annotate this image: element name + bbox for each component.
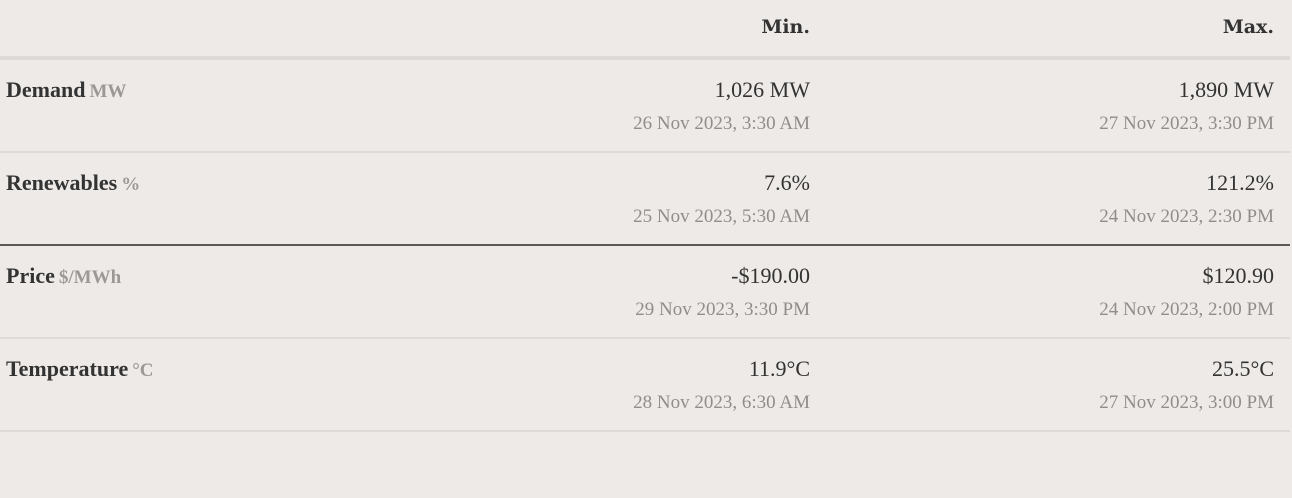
column-header-max: Max.	[1222, 16, 1274, 38]
max-value: $120.90	[1202, 263, 1275, 288]
metric-label: Renewables%	[6, 170, 140, 196]
table-row-temperature: Temperature °C 11.9°C 28 Nov 2023, 6:30 A…	[0, 339, 1290, 432]
metric-label: Price $/MWh	[6, 263, 121, 289]
min-time: 26 Nov 2023, 3:30 AM	[633, 113, 810, 134]
column-header-min: Min.	[761, 16, 810, 38]
min-time: 25 Nov 2023, 5:30 AM	[633, 206, 810, 227]
table-row-price: Price $/MWh -$190.00 29 Nov 2023, 3:30 PM…	[0, 246, 1290, 339]
table-header: Min. Max.	[0, 0, 1290, 60]
summary-table: Min. Max. Demand MW 1,026 MW 26 Nov 2023,…	[0, 0, 1290, 432]
metric-label: Temperature °C	[6, 356, 154, 382]
min-value: 11.9°C	[748, 356, 810, 381]
metric-name: Temperature	[6, 356, 129, 381]
max-time: 24 Nov 2023, 2:00 PM	[1099, 299, 1274, 320]
table-row-renewables: Renewables% 7.6% 25 Nov 2023, 5:30 AM 12…	[0, 153, 1290, 246]
metric-unit: MW	[89, 81, 127, 102]
metric-name: Renewables	[6, 170, 118, 195]
max-time: 27 Nov 2023, 3:30 PM	[1099, 113, 1274, 134]
max-value: 1,890 MW	[1178, 77, 1274, 102]
min-value: 7.6%	[764, 170, 810, 195]
metric-name: Demand	[6, 77, 86, 102]
metric-label: Demand MW	[6, 77, 126, 103]
min-time: 29 Nov 2023, 3:30 PM	[635, 299, 810, 320]
max-time: 24 Nov 2023, 2:30 PM	[1099, 206, 1274, 227]
max-time: 27 Nov 2023, 3:00 PM	[1099, 392, 1274, 413]
metric-unit: °C	[132, 360, 154, 381]
min-value: -$190.00	[731, 263, 810, 288]
table-row-demand: Demand MW 1,026 MW 26 Nov 2023, 3:30 AM 1…	[0, 60, 1290, 153]
metric-name: Price	[6, 263, 55, 288]
min-time: 28 Nov 2023, 6:30 AM	[633, 392, 810, 413]
metric-unit: $/MWh	[58, 267, 122, 288]
max-value: 121.2%	[1206, 170, 1274, 195]
max-value: 25.5°C	[1212, 356, 1274, 381]
min-value: 1,026 MW	[714, 77, 810, 102]
metric-unit: %	[121, 174, 141, 195]
